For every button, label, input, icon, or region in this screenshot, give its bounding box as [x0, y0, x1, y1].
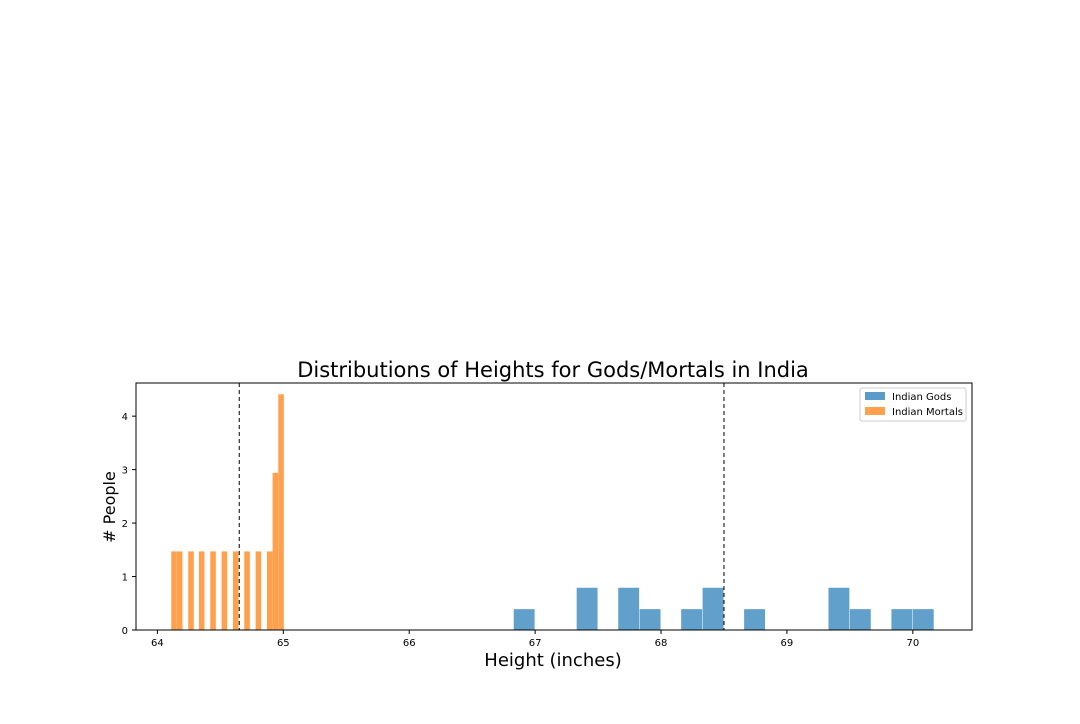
y-tick-label-2: 2 [122, 519, 128, 530]
y-tick-label-3: 3 [122, 466, 128, 477]
bar-mortals-11 [278, 394, 284, 630]
y-tick-label-1: 1 [122, 573, 128, 584]
y-tick-label-4: 4 [122, 412, 128, 423]
x-tick-label-66: 66 [403, 638, 416, 649]
legend-frame [859, 387, 967, 422]
legend-swatch-mortals [865, 407, 885, 415]
bar-mortals-0 [171, 551, 177, 630]
x-tick-label-65: 65 [277, 638, 290, 649]
bar-mortals-1 [176, 551, 183, 630]
x-tick-label-70: 70 [906, 638, 919, 649]
bar-gods-1 [576, 587, 598, 630]
legend-label-mortals: Indian Mortals [892, 407, 963, 418]
bar-mortals-3 [198, 551, 205, 630]
y-axis-label: # People [100, 471, 119, 543]
bar-gods-9 [891, 609, 913, 630]
x-tick-label-67: 67 [529, 638, 542, 649]
x-tick-label-64: 64 [151, 638, 164, 649]
plot-marks [171, 383, 934, 630]
bar-gods-8 [849, 609, 871, 630]
legend-swatch-gods [865, 392, 885, 400]
bar-mortals-4 [210, 551, 216, 630]
chart-title: Distributions of Heights for Gods/Mortal… [297, 358, 809, 382]
legend: Indian Gods Indian Mortals [859, 387, 967, 422]
x-axis: 64 65 66 67 68 69 70 [151, 630, 919, 649]
y-tick-label-0: 0 [122, 626, 128, 637]
bar-gods-6 [744, 609, 766, 630]
x-tick-label-68: 68 [655, 638, 668, 649]
x-axis-label: Height (inches) [484, 650, 621, 671]
bar-mortals-8 [255, 551, 262, 630]
bar-gods-7 [828, 587, 850, 630]
x-tick-label-69: 69 [781, 638, 794, 649]
bar-mortals-5 [221, 551, 228, 630]
bar-gods-4 [681, 609, 703, 630]
bar-mortals-10 [272, 472, 279, 630]
bar-mortals-2 [188, 551, 194, 630]
bar-gods-5 [702, 587, 724, 630]
legend-label-gods: Indian Gods [892, 392, 951, 403]
bar-mortals-7 [244, 551, 250, 630]
bar-mortals-9 [266, 551, 273, 630]
bar-gods-0 [513, 609, 535, 630]
bar-gods-10 [912, 609, 934, 630]
y-axis: 0 1 2 3 4 [122, 412, 136, 637]
bar-gods-3 [639, 609, 661, 630]
plot-frame [135, 382, 973, 631]
bar-mortals-6 [232, 551, 239, 630]
bar-gods-2 [618, 587, 640, 630]
